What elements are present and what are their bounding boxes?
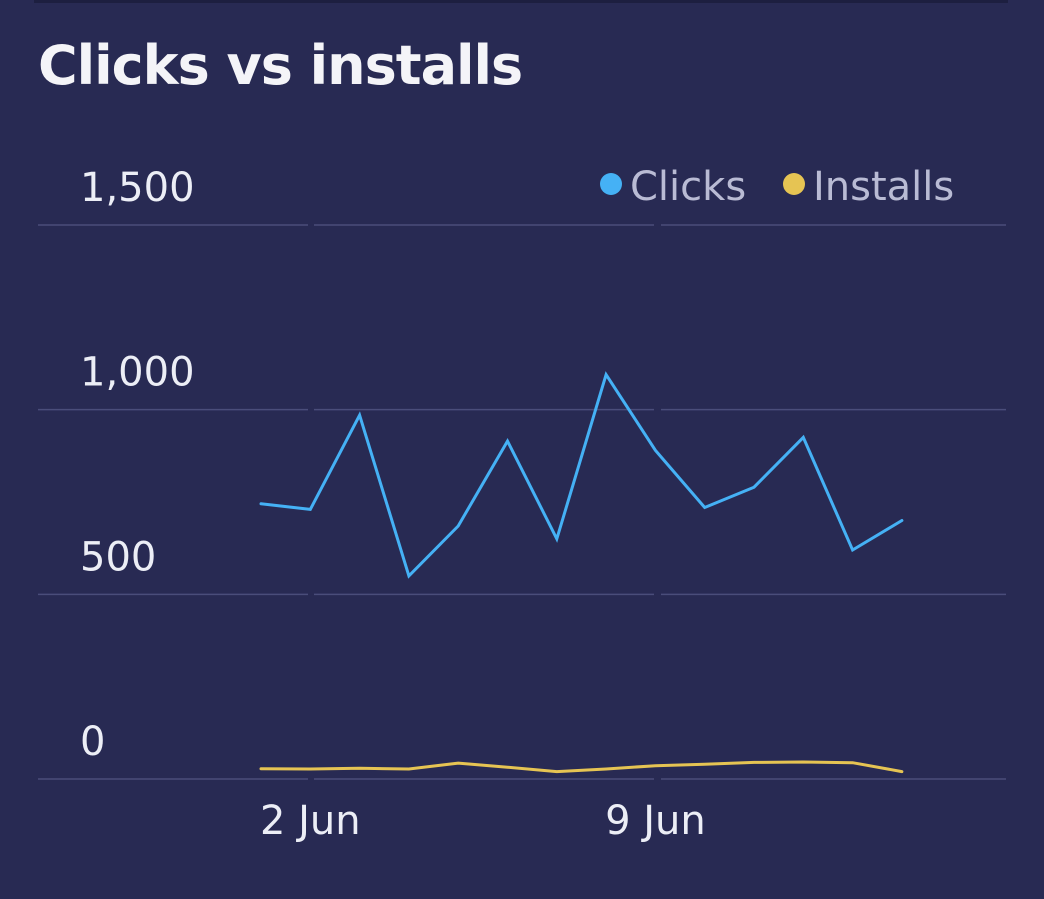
series-line-installs [259,760,904,774]
legend-marker-installs [783,173,805,195]
y-axis-labels: 0 500 1,000 1,500 [80,165,195,765]
y-tick-label: 0 [80,719,105,765]
y-tick-label: 500 [80,534,156,580]
legend: Clicks Installs [600,164,954,210]
legend-marker-clicks [600,173,622,195]
chart-title: Clicks vs installs [38,34,523,97]
top-divider [34,0,1008,3]
x-tick-label: 2 Jun [260,798,361,844]
y-tick-label: 1,000 [80,350,195,396]
x-axis-labels: 2 Jun 9 Jun [260,798,706,844]
gridlines [38,224,1006,780]
x-tick-label: 9 Jun [605,798,706,844]
legend-label-clicks: Clicks [630,164,746,210]
series-line-clicks [259,371,904,579]
y-tick-label: 1,500 [80,165,195,211]
series-lines [259,371,904,774]
legend-label-installs: Installs [813,164,954,210]
